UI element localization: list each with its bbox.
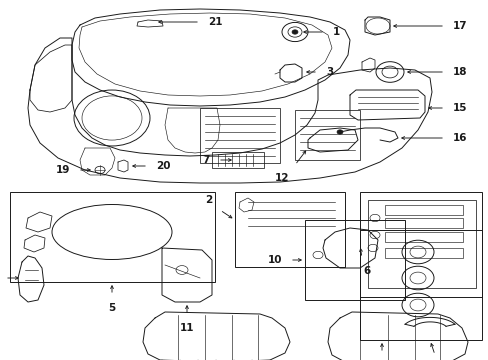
Text: 1: 1 (332, 27, 340, 37)
Text: 12: 12 (274, 173, 288, 183)
Bar (294, 110, 359, 160)
Bar (305, 220, 404, 300)
Text: 21: 21 (207, 17, 222, 27)
Text: 10: 10 (267, 255, 282, 265)
Text: 18: 18 (452, 67, 467, 77)
Bar (367, 200, 475, 288)
Bar (359, 192, 481, 297)
Circle shape (291, 30, 297, 34)
Text: 3: 3 (325, 67, 332, 77)
Text: 11: 11 (180, 323, 194, 333)
Text: 6: 6 (363, 266, 370, 276)
Text: 7: 7 (202, 155, 209, 165)
Text: 19: 19 (56, 165, 70, 175)
Bar (200, 108, 280, 163)
Bar (384, 248, 462, 258)
Text: 20: 20 (156, 161, 170, 171)
Bar (212, 152, 264, 168)
Text: 17: 17 (452, 21, 467, 31)
Circle shape (336, 130, 342, 134)
Text: 5: 5 (108, 303, 115, 313)
Bar (384, 232, 462, 242)
Text: 16: 16 (452, 133, 467, 143)
Bar (384, 205, 462, 215)
Bar (384, 218, 462, 228)
Text: 15: 15 (452, 103, 467, 113)
Text: 2: 2 (204, 195, 212, 205)
Bar (235, 192, 345, 267)
Bar (10, 192, 215, 282)
Bar (359, 230, 481, 340)
